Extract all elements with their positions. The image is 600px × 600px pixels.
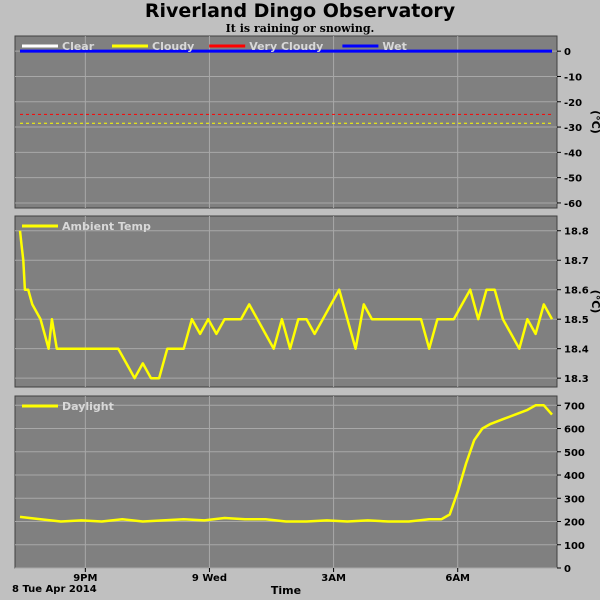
ytick-label-0-4: -40 xyxy=(564,148,582,159)
ytick-label-0-3: -30 xyxy=(564,123,582,134)
ytick-label-2-7: 700 xyxy=(564,401,585,412)
ytick-label-2-5: 500 xyxy=(564,448,585,459)
ytick-label-1-2: 18.5 xyxy=(564,315,589,326)
ytick-label-2-2: 200 xyxy=(564,518,585,529)
xtick-label-3: 6AM xyxy=(445,573,470,584)
legend-label-0-0: Clear xyxy=(62,40,95,53)
legend-label-0-2: Very Cloudy xyxy=(249,40,323,53)
ytick-label-0-1: -10 xyxy=(564,72,582,83)
series-line-2-0 xyxy=(19,404,553,523)
ytick-label-1-1: 18.4 xyxy=(564,345,589,356)
xtick-label-0: 9PM xyxy=(73,573,97,584)
ytick-label-0-2: -20 xyxy=(564,98,582,109)
ytick-label-1-3: 18.6 xyxy=(564,286,589,297)
series-line-1-0 xyxy=(18,230,554,380)
page-title: Riverland Dingo Observatory xyxy=(144,0,456,22)
ytick-label-2-3: 300 xyxy=(564,494,585,505)
unit-label-1: (°C) xyxy=(589,290,600,314)
ytick-label-2-0: 0 xyxy=(564,564,571,575)
date-label: 8 Tue Apr 2014 xyxy=(12,584,97,595)
legend-label-2-0: Daylight xyxy=(62,400,114,413)
legend-label-1-0: Ambient Temp xyxy=(62,220,151,233)
ytick-label-0-6: -60 xyxy=(564,199,582,210)
xtick-label-2: 3AM xyxy=(321,573,346,584)
unit-label-0: (°C) xyxy=(589,110,600,134)
ytick-label-1-4: 18.7 xyxy=(564,256,589,267)
ytick-label-1-5: 18.8 xyxy=(564,227,589,238)
ytick-label-2-4: 400 xyxy=(564,471,585,482)
weather-status-subtitle: It is raining or snowing. xyxy=(225,22,375,35)
legend-label-0-3: Wet xyxy=(382,40,406,53)
time-axis-label: Time xyxy=(270,584,302,597)
ytick-label-0-5: -50 xyxy=(564,174,582,185)
plot-area-2 xyxy=(14,395,558,569)
ytick-label-0-0: 0 xyxy=(564,47,571,58)
ytick-label-2-6: 600 xyxy=(564,425,585,436)
plot-area-0 xyxy=(14,35,558,209)
ytick-label-2-1: 100 xyxy=(564,541,585,552)
legend-label-0-1: Cloudy xyxy=(152,40,194,53)
plot-area-1 xyxy=(14,215,558,388)
ytick-label-1-0: 18.3 xyxy=(564,374,589,385)
xtick-label-1: 9 Wed xyxy=(192,573,227,584)
